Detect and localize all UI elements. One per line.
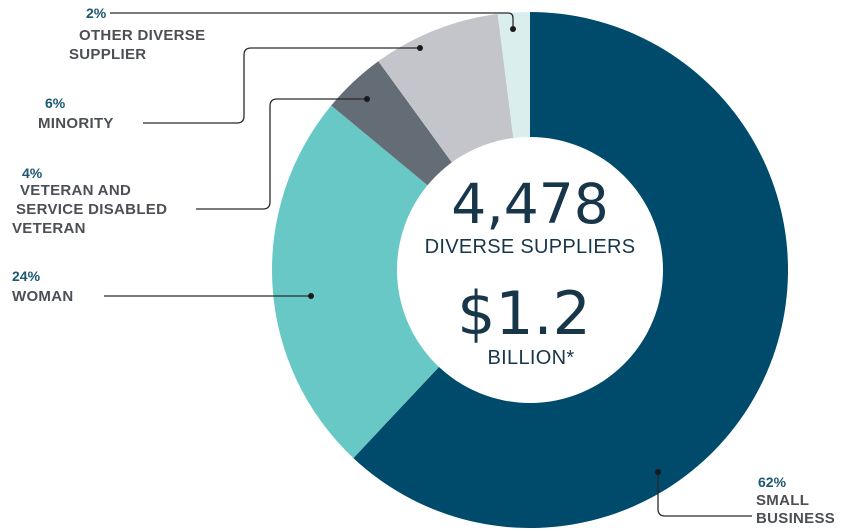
category-label-other-line2: SUPPLIER: [69, 46, 146, 63]
leader-line-small-business: [657, 472, 752, 517]
category-label-veteran-line3: VETERAN: [12, 220, 86, 237]
leader-dot-veteran: [364, 96, 370, 102]
category-label-woman: WOMAN: [12, 288, 74, 305]
center-supplier-count: 4,478: [451, 172, 608, 236]
percent-label-minority: 6%: [45, 95, 66, 111]
leader-lines: [104, 12, 752, 517]
center-supplier-count-label: DIVERSE SUPPLIERS: [425, 236, 636, 258]
category-label-veteran-line1: VETERAN AND: [20, 182, 131, 199]
leader-dot-minority: [417, 45, 423, 51]
percent-label-veteran: 4%: [22, 165, 43, 181]
category-label-minority: MINORITY: [38, 115, 114, 132]
center-spend-amount-label: BILLION*: [488, 347, 575, 369]
category-label-small-business-line1: SMALL: [756, 492, 809, 509]
label-other: 2% OTHER DIVERSE SUPPLIER: [69, 5, 205, 63]
leader-dot-woman: [308, 293, 314, 299]
leader-dot-other: [510, 26, 516, 32]
percent-label-other: 2%: [86, 5, 107, 21]
leader-line-veteran: [196, 98, 367, 210]
category-label-other-line1: OTHER DIVERSE: [79, 27, 205, 44]
percent-label-small-business: 62%: [758, 474, 787, 490]
percent-label-woman: 24%: [12, 268, 41, 284]
label-minority: 6% MINORITY: [38, 95, 114, 132]
donut-hole: [397, 137, 663, 403]
label-small-business: 62% SMALL BUSINESS: [756, 474, 835, 527]
category-label-small-business-line2: BUSINESS: [756, 510, 835, 527]
leader-dot-small-business: [655, 469, 661, 475]
label-veteran: 4% VETERAN AND SERVICE DISABLED VETERAN: [12, 165, 167, 237]
category-label-veteran-line2: SERVICE DISABLED: [16, 201, 167, 218]
leader-line-minority: [143, 47, 420, 124]
leader-line-other: [110, 12, 514, 28]
center-spend-amount: $1.2: [457, 279, 591, 349]
label-woman: 24% WOMAN: [12, 268, 74, 305]
